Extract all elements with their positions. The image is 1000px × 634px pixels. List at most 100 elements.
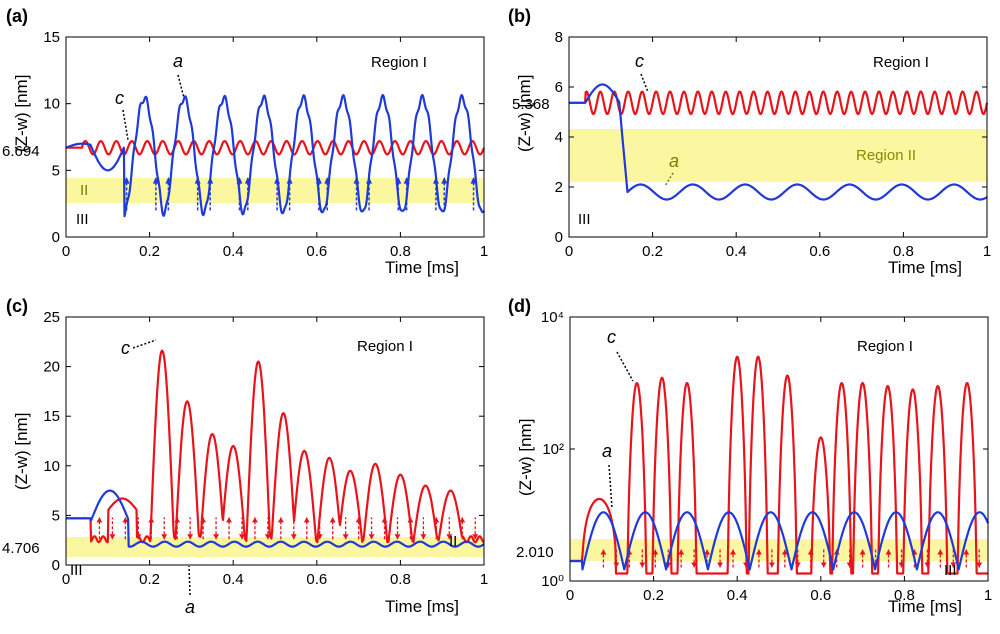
jump-arrow-head: [123, 177, 130, 184]
jump-arrow-head: [324, 177, 331, 184]
series-line-c: [568, 90, 989, 116]
jump-arrow-head: [950, 562, 957, 568]
jump-arrow-head: [395, 177, 402, 184]
panel-label-a: (a): [6, 6, 28, 26]
jump-arrow-head: [368, 534, 375, 540]
x-tick-label: 0: [565, 243, 573, 260]
jump-arrow-head: [122, 517, 129, 523]
annotation-a: a: [602, 441, 612, 461]
jump-arrow-head: [286, 177, 293, 184]
reference-value-label: 6.694: [2, 143, 40, 160]
y-axis-label: (Z-w) [nm]: [12, 413, 31, 490]
y-tick-label: 2: [555, 179, 563, 196]
jump-arrow-head: [963, 549, 970, 555]
y-tick-label: 4: [555, 129, 563, 146]
x-axis-label: Time [ms]: [385, 258, 459, 277]
x-tick-label: 0.2: [139, 243, 160, 260]
y-axis-label: (Z-w) [nm]: [516, 419, 535, 496]
jump-arrow-head: [600, 549, 607, 555]
region-iii-label: III: [944, 562, 957, 579]
y-tick-label: 20: [43, 359, 60, 376]
jump-arrow-head: [755, 549, 762, 555]
reference-value-label: 2.010: [516, 544, 554, 561]
y-tick-label: 10⁴: [541, 309, 564, 326]
y-tick-label: 15: [43, 29, 60, 46]
region-i-label: Region I: [357, 338, 413, 355]
series-line-a: [569, 511, 990, 571]
jump-arrow-head: [109, 534, 116, 540]
panel-label-c: (c): [6, 296, 28, 316]
jump-arrow-head: [277, 517, 284, 523]
jump-arrow-head: [207, 177, 214, 184]
panel-d: (d) 0 0.2 0.4 0.6 0.8 1 10⁰ 10² 10⁴ Time [ms] (Z…: [508, 296, 992, 616]
annotation-arrow-a: [608, 464, 613, 509]
jump-arrow-head: [329, 517, 336, 523]
jump-arrow-head: [135, 534, 142, 540]
x-tick-label: 0.6: [306, 571, 327, 588]
series-line-a: [65, 489, 485, 548]
x-tick-label: 0: [62, 571, 70, 588]
jump-arrow-head: [446, 534, 453, 540]
jump-arrow-head: [472, 534, 479, 540]
x-tick-label: 0.6: [810, 587, 831, 604]
jump-arrow-head: [704, 549, 711, 555]
jump-arrow-head: [353, 177, 360, 184]
annotation-c: c: [607, 327, 616, 347]
y-tick-label: 6: [555, 79, 563, 96]
annotation-a: a: [173, 51, 183, 71]
jump-arrow-head: [290, 534, 297, 540]
region-iii-label: III: [70, 562, 83, 579]
y-tick-label: 10: [43, 458, 60, 475]
x-tick-label: 0.8: [390, 243, 411, 260]
series-line-c: [569, 355, 989, 575]
jump-arrow-head: [730, 549, 737, 555]
region-ii-label: Region II: [856, 147, 916, 164]
jump-arrow-head: [885, 549, 892, 555]
x-tick-label: 0: [566, 587, 574, 604]
jump-arrow-head: [407, 517, 414, 523]
jump-arrow-head: [639, 562, 646, 568]
jump-arrow-head: [420, 534, 427, 540]
x-axis-label: Time [ms]: [385, 597, 459, 616]
jump-arrow-head: [794, 562, 801, 568]
jump-arrow-head: [161, 534, 168, 540]
jump-arrow-head: [315, 177, 322, 184]
jump-arrow-head: [152, 177, 159, 184]
jump-arrow-head: [613, 562, 620, 568]
jump-arrow-head: [213, 534, 220, 540]
jump-arrow-head: [366, 177, 373, 184]
y-tick-label: 8: [555, 29, 563, 46]
annotation-a: a: [669, 151, 679, 171]
y-tick-label: 0: [555, 229, 563, 246]
x-tick-label: 0.8: [894, 587, 915, 604]
jump-arrow-head: [264, 534, 271, 540]
panel-label-d: (d): [508, 296, 531, 316]
series-group: [568, 83, 989, 201]
jump-arrow-head: [194, 177, 201, 184]
jump-arrow-head: [678, 549, 685, 555]
y-tick-label: 10: [43, 96, 60, 113]
jump-arrow-head: [768, 562, 775, 568]
jump-arrow-head: [403, 177, 410, 184]
panel-label-b: (b): [508, 6, 531, 26]
jump-arrow-head: [174, 517, 181, 523]
jump-arrow-head: [355, 517, 362, 523]
x-tick-label: 0.2: [642, 243, 663, 260]
annotation-arrow-a: [177, 74, 185, 99]
jump-arrow-head: [96, 517, 103, 523]
tick-group: 0 0.2 0.4 0.6 0.8 1 10⁰ 10² 10⁴: [541, 309, 992, 604]
region-iii-label: III: [578, 211, 591, 228]
jump-arrow-head: [274, 177, 281, 184]
y-axis-label: (Z-w) [nm]: [12, 75, 31, 152]
region-iii-label: III: [76, 211, 89, 228]
y-tick-label: 0: [52, 557, 60, 574]
y-tick-label: 5: [52, 162, 60, 179]
jump-arrow-head: [316, 534, 323, 540]
jump-arrow-head: [432, 177, 439, 184]
axes-frame: [65, 316, 485, 566]
x-tick-label: 0.2: [643, 587, 664, 604]
panel-b: (b) 0 0.2 0.4 0.6 0.8 1 0 2 4 6 8 Time [ms] (Z-w) …: [508, 6, 991, 277]
